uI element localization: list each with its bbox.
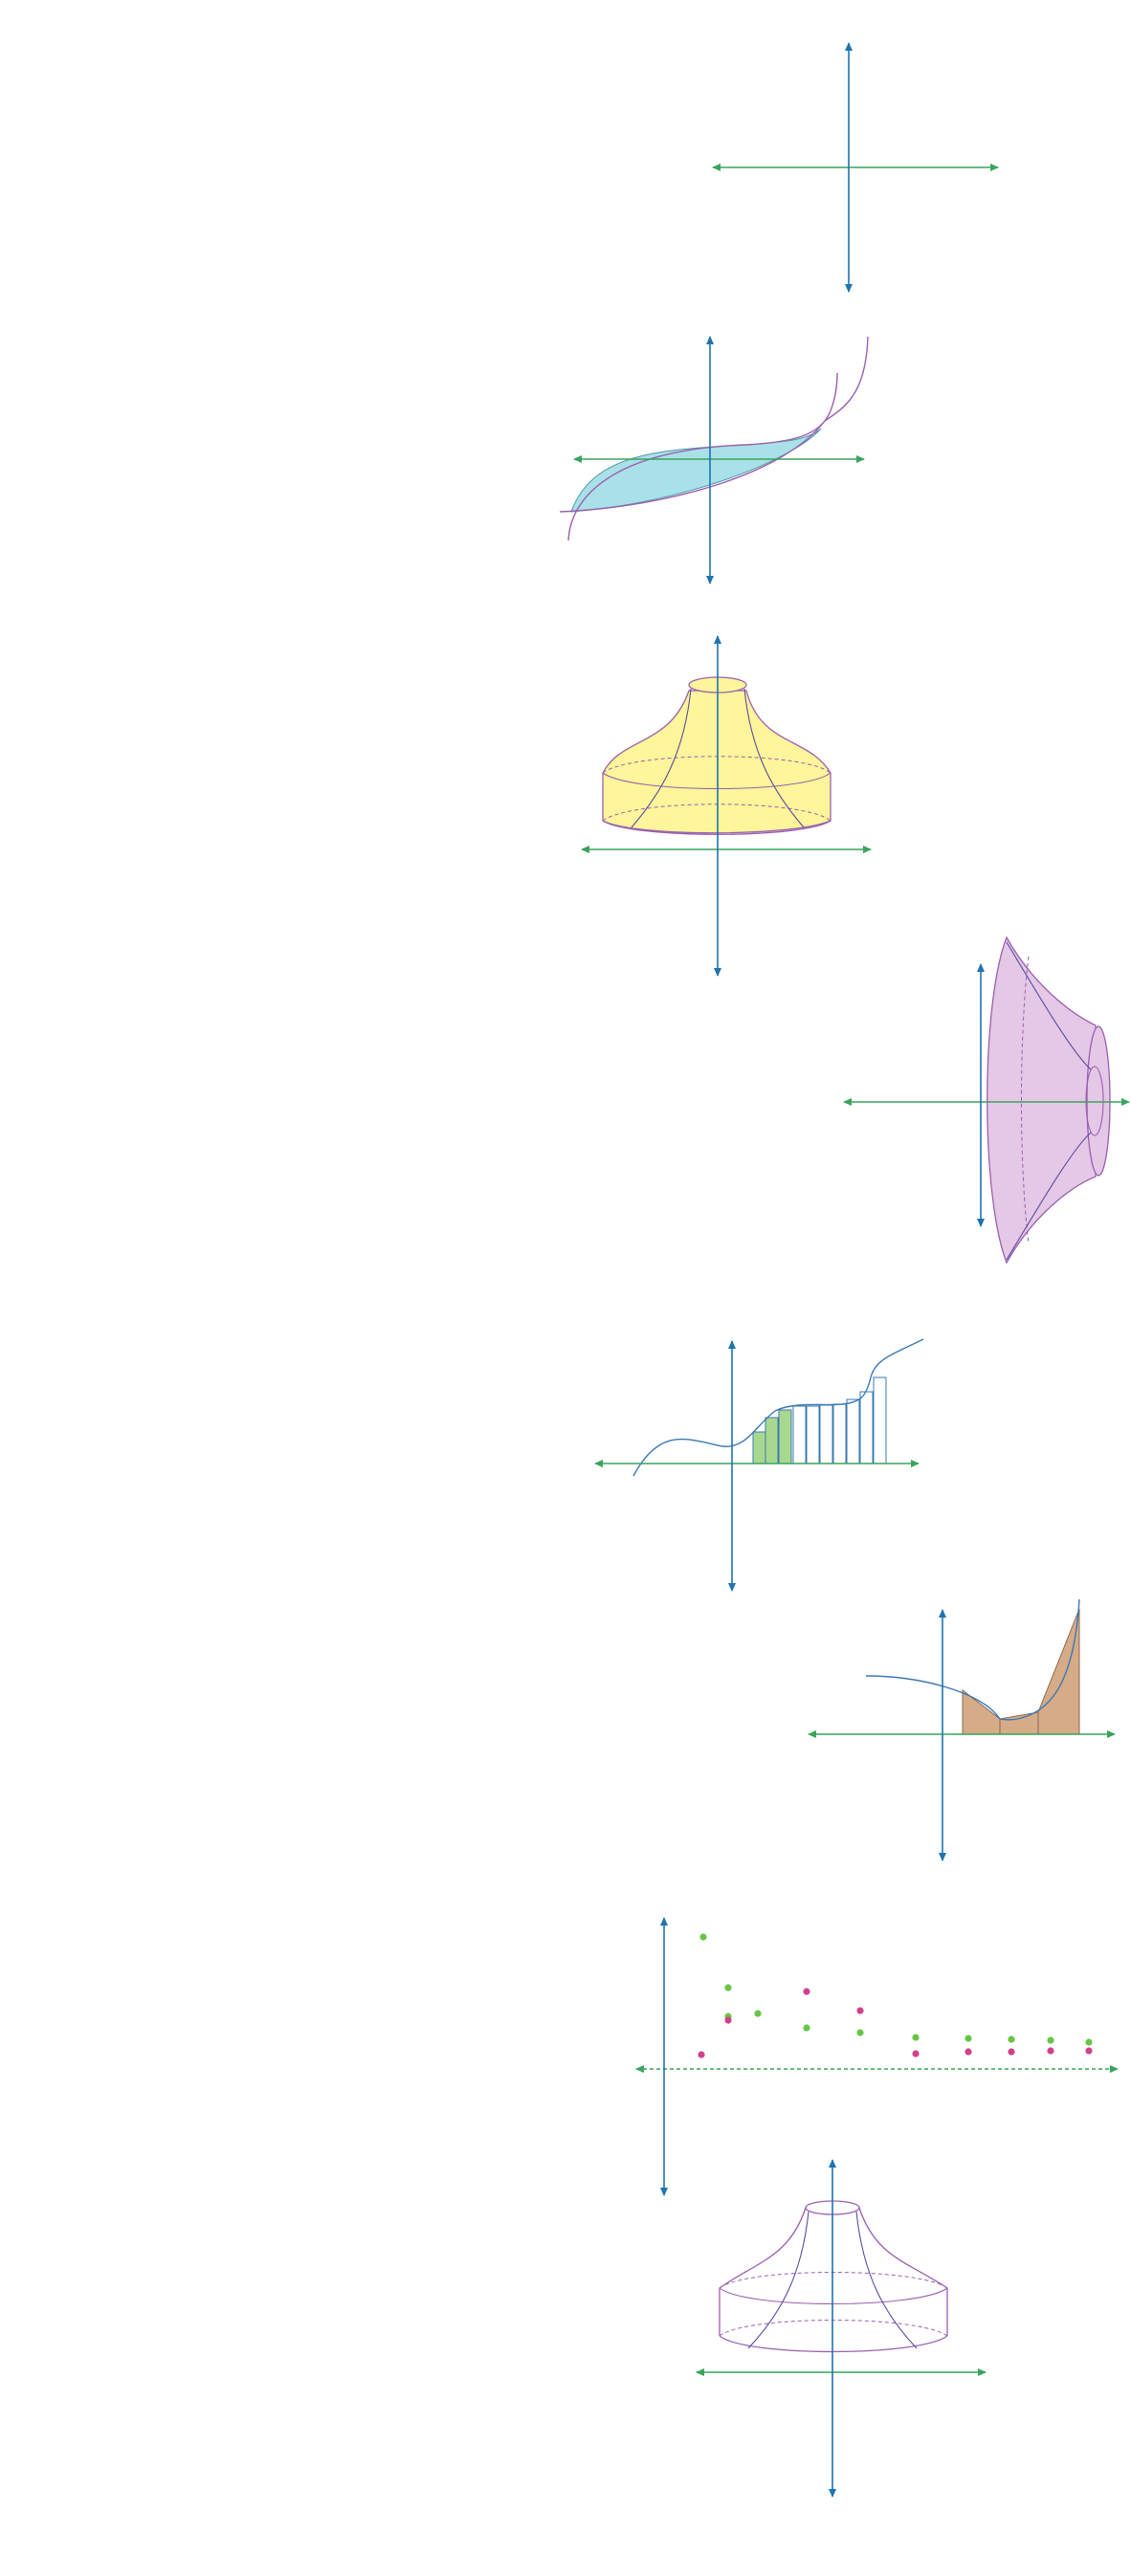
profile-left (631, 688, 692, 828)
riemann-rectangle (765, 1417, 779, 1464)
riemann-rectangle (873, 1376, 887, 1464)
mid-ellipse-front (719, 2287, 948, 2305)
profile-right (855, 2211, 918, 2349)
riemann-rectangle (752, 1431, 766, 1464)
scatter-point-green (754, 2010, 762, 2017)
scatter-point-green (1085, 2038, 1093, 2046)
scatter-point-green (965, 2035, 972, 2042)
scatter-point-magenta (1008, 2048, 1015, 2056)
outer-left (719, 2207, 807, 2336)
scatter-point-magenta (1085, 2047, 1093, 2055)
trapezoid-region (962, 1608, 1080, 1735)
riemann-rectangle (846, 1398, 860, 1464)
scatter-point-magenta (1047, 2047, 1054, 2055)
profile-left (747, 2211, 809, 2349)
riemann-rectangle (832, 1403, 847, 1464)
function-curve (865, 1598, 1080, 1721)
scatter-point-magenta (803, 1988, 810, 1995)
curve-lower (559, 336, 869, 513)
function-curve (632, 1338, 924, 1477)
right-ellipse (1086, 1025, 1111, 1177)
panel-riemann-sum (594, 1338, 924, 1592)
scatter-point-green (856, 2029, 864, 2037)
scatter-point-green (1047, 2037, 1054, 2044)
curve-upper (567, 372, 838, 541)
mid-ellipse-back (719, 2272, 948, 2289)
scatter-point-magenta (698, 2051, 705, 2059)
outer-right (858, 2207, 948, 2336)
riemann-rectangle (778, 1409, 792, 1464)
solid-body (987, 936, 1097, 1265)
riemann-rectangle (859, 1391, 874, 1464)
profile-top (1006, 941, 1092, 1070)
panel-solid-horizontal (843, 936, 1130, 1265)
panel-sequence-scatter (635, 1917, 1119, 2196)
panel-solid-wireframe (696, 2159, 987, 2498)
panel-empty-axes (712, 42, 999, 293)
panel-area-between-curves (559, 336, 869, 584)
rectangles (752, 1376, 887, 1464)
scatter-point-green (699, 1933, 707, 1941)
riemann-rectangle (792, 1405, 807, 1464)
scatter-point-magenta (724, 2016, 732, 2024)
green-points (699, 1933, 1093, 2046)
panel-solid-vertical (581, 635, 872, 977)
scatter-point-magenta (912, 2050, 920, 2058)
scatter-point-magenta (965, 2048, 972, 2056)
bottom-ellipse-back (719, 2320, 948, 2337)
riemann-rectangle (819, 1404, 833, 1464)
scatter-point-magenta (856, 2007, 864, 2015)
scatter-point-green (1008, 2036, 1015, 2043)
profile-bottom (1006, 1132, 1092, 1261)
scatter-point-green (724, 1984, 732, 1992)
riemann-rectangle (806, 1405, 820, 1464)
magenta-points (698, 1988, 1093, 2059)
panel-trapezoid (808, 1598, 1116, 1861)
scatter-point-green (803, 2024, 810, 2032)
profile-right (743, 688, 805, 828)
scatter-point-green (912, 2034, 920, 2041)
